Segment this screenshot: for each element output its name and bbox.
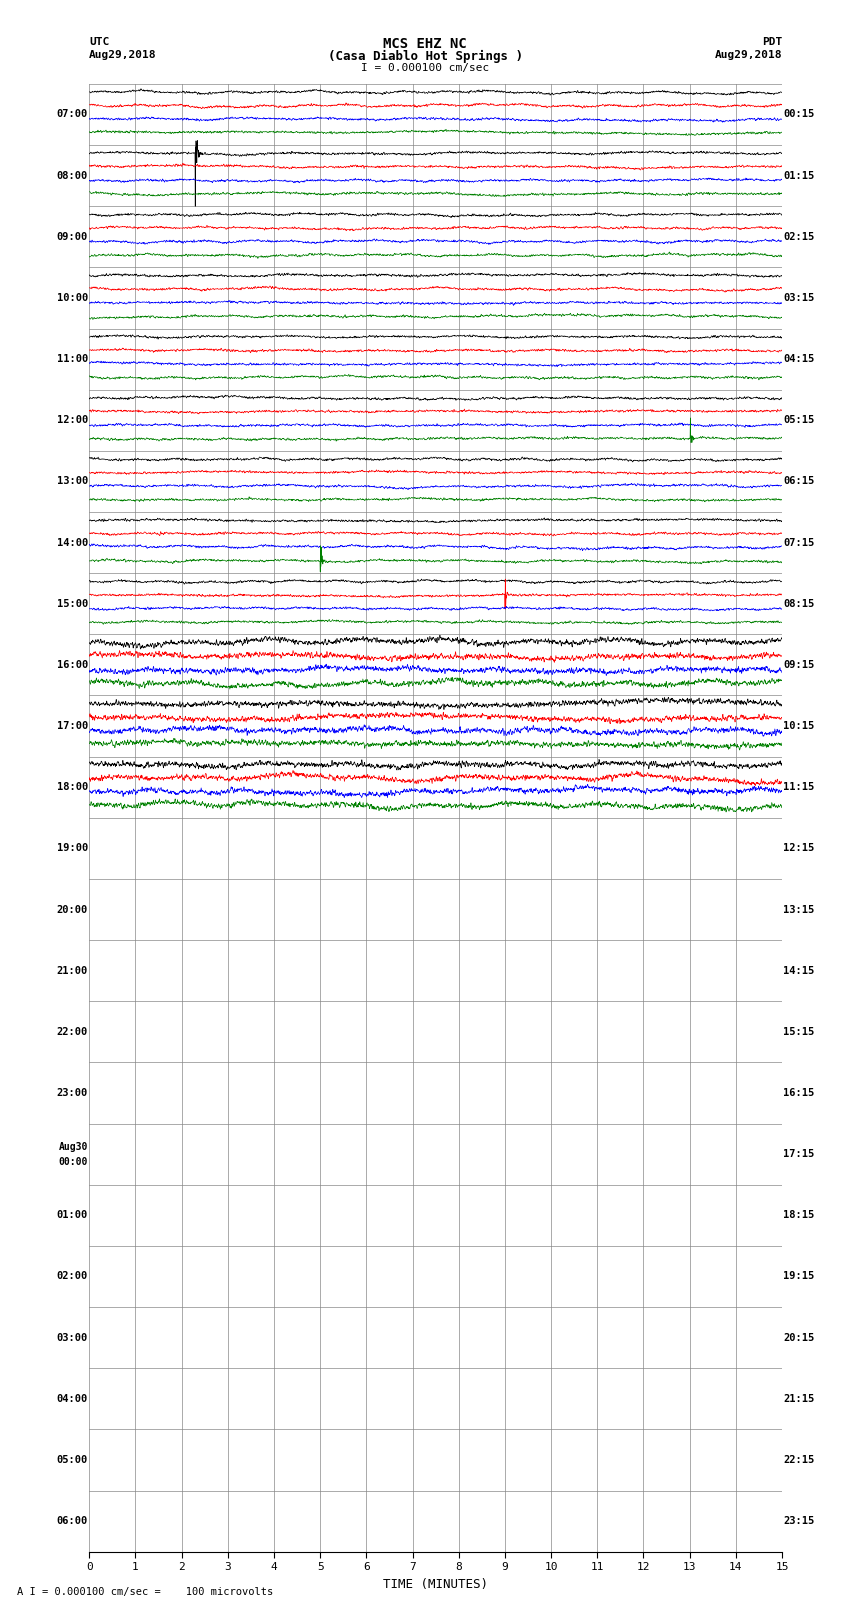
Text: 01:15: 01:15 [784,171,814,181]
Text: UTC: UTC [89,37,110,47]
Text: 09:15: 09:15 [784,660,814,669]
Text: 02:00: 02:00 [57,1271,88,1281]
Text: 08:00: 08:00 [57,171,88,181]
Text: 19:15: 19:15 [784,1271,814,1281]
Text: 09:00: 09:00 [57,232,88,242]
Text: 10:00: 10:00 [57,294,88,303]
X-axis label: TIME (MINUTES): TIME (MINUTES) [383,1578,488,1590]
Text: 04:15: 04:15 [784,355,814,365]
Text: I = 0.000100 cm/sec: I = 0.000100 cm/sec [361,63,489,73]
Text: 13:00: 13:00 [57,476,88,487]
Text: 14:00: 14:00 [57,537,88,547]
Text: PDT: PDT [762,37,782,47]
Text: 02:15: 02:15 [784,232,814,242]
Text: 14:15: 14:15 [784,966,814,976]
Text: 18:15: 18:15 [784,1210,814,1221]
Text: 05:15: 05:15 [784,415,814,426]
Text: 20:15: 20:15 [784,1332,814,1342]
Text: 21:15: 21:15 [784,1394,814,1403]
Text: 11:15: 11:15 [784,782,814,792]
Text: 17:15: 17:15 [784,1148,814,1160]
Text: 19:00: 19:00 [57,844,88,853]
Text: 12:15: 12:15 [784,844,814,853]
Text: 03:00: 03:00 [57,1332,88,1342]
Text: 08:15: 08:15 [784,598,814,608]
Text: 21:00: 21:00 [57,966,88,976]
Text: 22:00: 22:00 [57,1027,88,1037]
Text: Aug29,2018: Aug29,2018 [89,50,156,60]
Text: 10:15: 10:15 [784,721,814,731]
Text: 20:00: 20:00 [57,905,88,915]
Text: A I = 0.000100 cm/sec =    100 microvolts: A I = 0.000100 cm/sec = 100 microvolts [17,1587,273,1597]
Text: 00:15: 00:15 [784,110,814,119]
Text: 12:00: 12:00 [57,415,88,426]
Text: 07:15: 07:15 [784,537,814,547]
Text: 15:15: 15:15 [784,1027,814,1037]
Text: 15:00: 15:00 [57,598,88,608]
Text: Aug30: Aug30 [59,1142,88,1152]
Text: 06:15: 06:15 [784,476,814,487]
Text: 11:00: 11:00 [57,355,88,365]
Text: 05:00: 05:00 [57,1455,88,1465]
Text: 00:00: 00:00 [59,1157,88,1166]
Text: 18:00: 18:00 [57,782,88,792]
Text: 06:00: 06:00 [57,1516,88,1526]
Text: 13:15: 13:15 [784,905,814,915]
Text: 17:00: 17:00 [57,721,88,731]
Text: MCS EHZ NC: MCS EHZ NC [383,37,467,52]
Text: Aug29,2018: Aug29,2018 [715,50,782,60]
Text: 03:15: 03:15 [784,294,814,303]
Text: 23:00: 23:00 [57,1089,88,1098]
Text: (Casa Diablo Hot Springs ): (Casa Diablo Hot Springs ) [327,50,523,63]
Text: 16:00: 16:00 [57,660,88,669]
Text: 16:15: 16:15 [784,1089,814,1098]
Text: 04:00: 04:00 [57,1394,88,1403]
Text: 01:00: 01:00 [57,1210,88,1221]
Text: 22:15: 22:15 [784,1455,814,1465]
Text: 23:15: 23:15 [784,1516,814,1526]
Text: 07:00: 07:00 [57,110,88,119]
